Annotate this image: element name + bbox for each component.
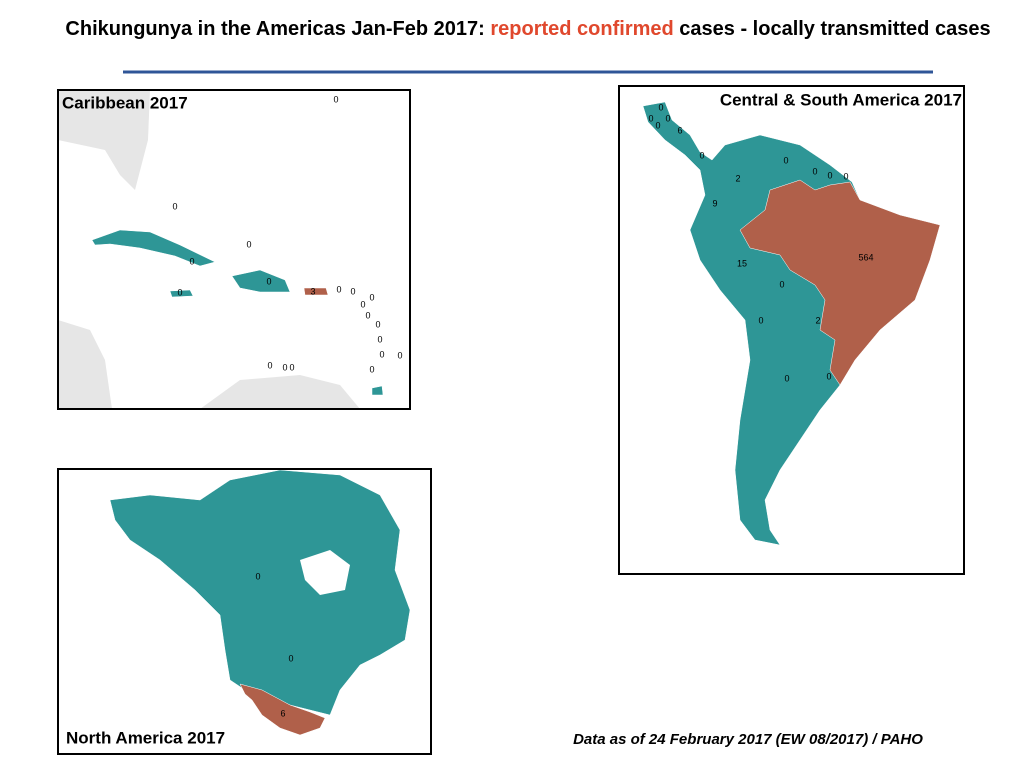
case-label: 0 [783, 155, 788, 165]
case-label: 0 [827, 170, 832, 180]
case-label: 0 [369, 292, 374, 302]
case-label: 0 [397, 350, 402, 360]
case-label: 0 [758, 315, 763, 325]
case-label: 0 [377, 334, 382, 344]
north-america-labels: 0 0 6 [255, 571, 293, 718]
title-line-1: Chikungunya in the Americas Jan-Feb 2017… [65, 18, 990, 40]
case-label: 2 [815, 315, 820, 325]
case-label: 6 [280, 708, 285, 718]
case-label: 9 [712, 198, 717, 208]
case-label: 0 [658, 102, 663, 112]
title-highlight: reported confirmed [490, 18, 673, 40]
case-label: 0 [375, 319, 380, 329]
case-label: 0 [288, 653, 293, 663]
case-label: 0 [267, 360, 272, 370]
north-america-map [109, 469, 411, 736]
case-label: 0 [655, 120, 660, 130]
caribbean-labels: 0 0 0 0 0 0 3 0 0 0 0 0 0 0 0 0 0 0 0 0 [172, 94, 402, 374]
case-label: 0 [648, 113, 653, 123]
case-label: 15 [737, 258, 747, 268]
case-label: 6 [677, 125, 682, 135]
case-label: 0 [826, 371, 831, 381]
case-label: 0 [379, 349, 384, 359]
south-america-labels: 0 0 0 0 6 0 0 0 0 0 2 9 564 15 0 0 2 0 0 [648, 102, 873, 383]
panel-title: Central & South America 2017 [720, 90, 962, 109]
case-label: 564 [858, 252, 873, 262]
case-label: 0 [333, 94, 338, 104]
case-label: 0 [189, 256, 194, 266]
case-label: 0 [246, 239, 251, 249]
south-america-map [642, 101, 941, 546]
case-label: 0 [365, 310, 370, 320]
panel-title: North America 2017 [66, 728, 225, 747]
north-america-frame [57, 468, 432, 755]
case-label: 3 [310, 286, 315, 296]
case-label: 2 [735, 173, 740, 183]
case-label: 0 [255, 571, 260, 581]
case-label: 0 [350, 286, 355, 296]
caribbean-map [58, 90, 384, 409]
case-label: 0 [172, 201, 177, 211]
case-label: 0 [177, 287, 182, 297]
case-label: 0 [812, 166, 817, 176]
panel-title: Caribbean 2017 [62, 93, 188, 112]
case-label: 0 [784, 373, 789, 383]
title-end: cases - locally transmitted cases [679, 18, 990, 40]
case-label: 0 [360, 299, 365, 309]
case-label: 0 [665, 113, 670, 123]
case-label: 0 [336, 284, 341, 294]
source-note: Data as of 24 February 2017 (EW 08/2017)… [573, 731, 923, 748]
case-label: 0 [369, 364, 374, 374]
case-label: 0 [289, 362, 294, 372]
caribbean-frame [57, 89, 411, 410]
case-label: 0 [779, 279, 784, 289]
south-america-frame [618, 85, 965, 575]
case-label: 0 [699, 150, 704, 160]
title-start: Chikungunya in the Americas Jan-Feb 2017… [65, 18, 484, 40]
case-label: 0 [282, 362, 287, 372]
case-label: 0 [843, 171, 848, 181]
case-label: 0 [266, 276, 271, 286]
